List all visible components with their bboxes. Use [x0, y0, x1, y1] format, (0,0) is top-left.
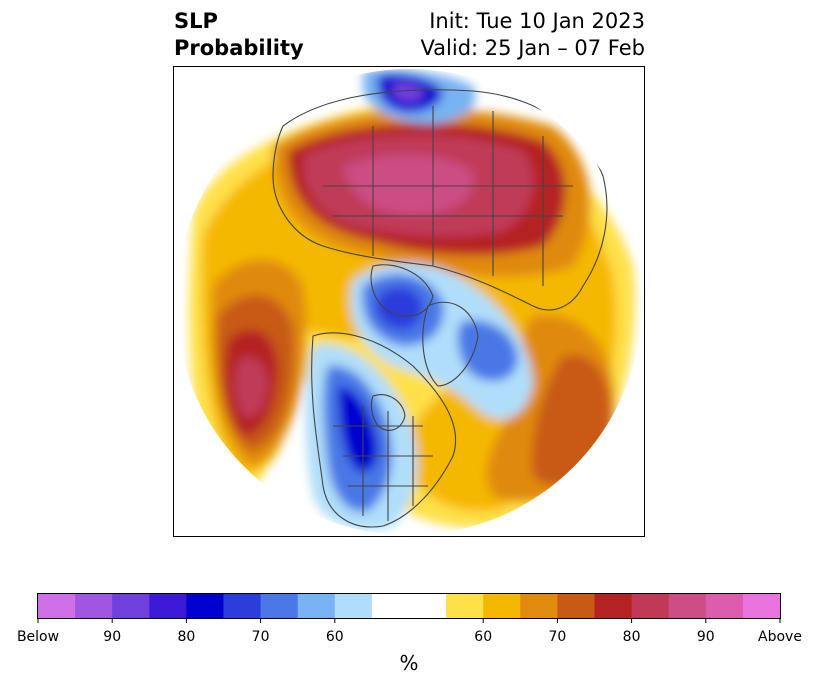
colorbar-tick-label: 80: [177, 629, 195, 645]
below-region-pacific-arctic-purple: [391, 82, 425, 102]
colorbar-bin: [371, 594, 410, 618]
coastline-eurasia: [272, 89, 608, 311]
colorbar-bin: [668, 594, 707, 618]
colorbar-bin: [631, 594, 670, 618]
colorbar-bin: [297, 594, 336, 618]
colorbar-bin: [594, 594, 633, 618]
colorbar-bin: [260, 594, 299, 618]
colorbar-unit-label: %: [399, 651, 418, 675]
title-line-2: Probability: [174, 36, 304, 60]
coastline-hudson-bay: [370, 394, 406, 431]
colorbar-bin: [75, 594, 113, 618]
below-region-namerica-core: [338, 386, 378, 473]
map-title: SLP Probability: [174, 8, 304, 62]
init-date-label: Init: Tue 10 Jan 2023: [429, 9, 645, 33]
colorbar-bin: [149, 594, 187, 618]
probability-colorbar: Below 90 80 70 60 60 70 80 90 Above %: [17, 593, 802, 675]
colorbar-bin: [38, 594, 76, 618]
colorbar-bin: [334, 594, 373, 618]
above-region-siberia-magenta: [343, 155, 474, 215]
coastlines: [272, 89, 608, 528]
colorbar-tick-label: Below: [17, 629, 59, 645]
above-region-core-west-pink: [234, 357, 268, 418]
forecast-dates: Init: Tue 10 Jan 2023 Valid: 25 Jan – 07…: [420, 8, 645, 62]
state-borders: [333, 406, 433, 521]
colorbar-bin: [557, 594, 596, 618]
colorbar-tick-label: 90: [697, 629, 715, 645]
colorbar-tick-label: 60: [326, 629, 344, 645]
colorbar-tick-label: 60: [474, 629, 492, 645]
colorbar-bins: [38, 594, 781, 618]
colorbar-bin: [409, 594, 447, 618]
colorbar-bin: [112, 594, 150, 618]
colorbar-bin: [446, 594, 484, 618]
colorbar-tick-label: 70: [548, 629, 566, 645]
below-region-greenland: [457, 320, 518, 382]
slp-probability-map: [173, 66, 645, 537]
colorbar-bin: [705, 594, 744, 618]
map-frame: [173, 66, 645, 537]
colorbar-bin: [483, 594, 521, 618]
title-line-1: SLP: [174, 9, 218, 33]
colorbar-tick-label: 90: [103, 629, 121, 645]
colorbar-bin: [742, 594, 781, 618]
coastline-arctic-islands: [370, 264, 434, 317]
colorbar-tick-label: Above: [758, 629, 802, 645]
valid-date-label: Valid: 25 Jan – 07 Feb: [420, 36, 645, 60]
colorbar-tick-label: 80: [623, 629, 641, 645]
colorbar-bin: [223, 594, 262, 618]
country-borders-asia: [323, 106, 573, 286]
coastline-greenland: [422, 301, 479, 387]
colorbar-tick-label: 70: [252, 629, 270, 645]
colorbar-bin: [520, 594, 558, 618]
colorbar-outline: [37, 593, 781, 619]
coastline-north-america: [311, 332, 457, 528]
colorbar-bin: [186, 594, 225, 618]
colorbar-ticks: Below 90 80 70 60 60 70 80 90 Above: [17, 618, 802, 645]
below-region-arctic-core: [376, 286, 423, 330]
